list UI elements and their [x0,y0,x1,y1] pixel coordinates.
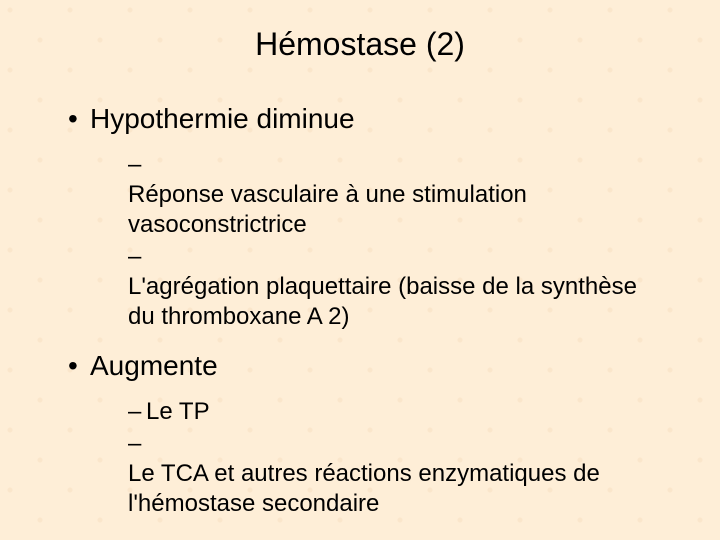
dash-icon: – [128,397,146,427]
dash-icon: – [128,429,146,459]
sub-item-label: Réponse vasculaire à une stimulation vas… [128,180,648,240]
sub-item: –L'agrégation plaquettaire (baisse de la… [128,242,650,332]
dash-icon: – [128,150,146,180]
sub-item: –Réponse vasculaire à une stimulation va… [128,150,650,240]
bullet-item: •Hypothermie diminue [68,101,680,136]
sub-list: –Réponse vasculaire à une stimulation va… [40,150,680,332]
sub-item-label: L'agrégation plaquettaire (baisse de la … [128,272,648,332]
dash-icon: – [128,242,146,272]
sub-item: –Le TCA et autres réactions enzymatiques… [128,429,650,519]
sub-item: –Le TP [128,397,650,427]
bullet-label: Augmente [90,350,218,381]
bullet-icon: • [68,101,90,136]
slide-title: Hémostase (2) [40,26,680,63]
bullet-icon: • [68,348,90,383]
bullet-item: •Augmente [68,348,680,383]
sub-item-label: Le TCA et autres réactions enzymatiques … [128,459,648,519]
sub-list: –Le TP –Le TCA et autres réactions enzym… [40,397,680,519]
slide: Hémostase (2) •Hypothermie diminue –Répo… [0,0,720,540]
bullet-label: Hypothermie diminue [90,103,355,134]
sub-item-label: Le TP [146,397,210,427]
